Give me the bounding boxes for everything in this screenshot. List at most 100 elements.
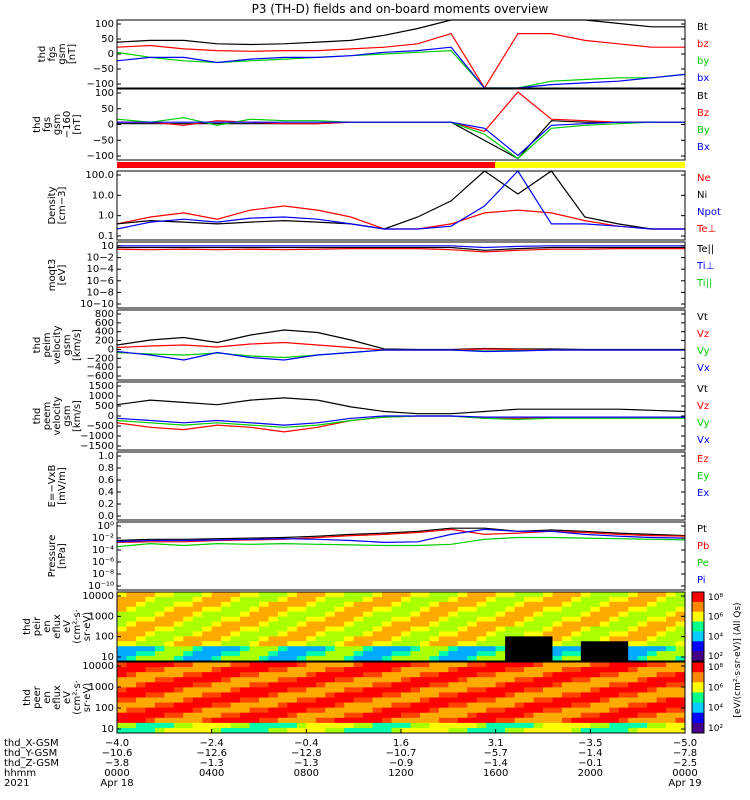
heatmap-cell [230,626,241,632]
heatmap-cell [382,727,393,734]
y-tick-label: −400 [87,362,114,373]
heatmap-cell [438,727,449,734]
heatmap-cell [419,722,430,729]
heatmap-cell [533,692,544,698]
heatmap-cell [391,667,402,673]
heatmap-cell [306,662,317,668]
heatmap-cell [391,656,402,662]
y-tick-label: 10−8 [87,287,114,298]
heatmap-cell [287,687,298,693]
heatmap-cell [533,596,544,603]
heatmap-cell [315,636,326,642]
heatmap-cell [410,641,421,647]
heatmap-cell [353,662,364,668]
heatmap-cell [438,651,449,657]
heatmap-cell [486,687,497,693]
heatmap-cell [391,606,402,613]
heatmap-cell [457,651,468,657]
heatmap-cell [192,636,203,642]
heatmap-cell [183,712,194,719]
heatmap-cell [429,616,440,623]
heatmap-cell [117,662,127,668]
heatmap-cell [117,616,127,623]
heatmap-cell [249,651,260,657]
colorbar-segment [692,722,704,734]
heatmap-cell [192,592,203,598]
heatmap-cell [618,687,629,693]
heatmap-cell [561,641,572,647]
heatmap-cell [296,646,307,652]
legend-Bt: Bt [697,22,708,33]
heatmap-cell [353,692,364,698]
heatmap-cell [401,611,411,618]
heatmap-cell [230,667,241,673]
heatmap-cell [675,641,686,647]
heatmap-cell [580,611,591,618]
heatmap-cell [164,697,175,704]
heatmap-cell [221,682,232,688]
heatmap-cell [666,651,677,657]
heatmap-cell [599,651,610,657]
heatmap-cell [666,682,677,688]
heatmap-cell [249,667,260,673]
heatmap-cell [372,621,383,627]
heatmap-cell [287,712,298,719]
heatmap-cell [173,626,184,632]
heatmap-cell [173,667,184,673]
heatmap-cell [429,697,440,704]
y-tick-label: 100 [95,88,114,99]
heatmap-cell [524,677,535,683]
heatmap-cell [533,712,544,719]
heatmap-cell [145,667,156,673]
heatmap-cell [126,636,137,642]
heatmap-cell [401,656,411,662]
heatmap-cell [476,702,487,709]
heatmap-cell [505,722,516,729]
heatmap-cell [192,707,203,714]
heatmap-cell [240,682,251,688]
heatmap-cell [202,596,213,603]
heatmap-cell [325,626,336,632]
heatmap-cell [609,606,620,613]
heatmap-cell [344,636,355,642]
heatmap-cell [448,606,459,613]
heatmap-cell [315,682,326,688]
y-axis-label: peim [42,332,53,357]
heatmap-cell [126,651,137,657]
heatmap-cell [647,672,658,678]
heatmap-cell [438,641,449,647]
heatmap-cell [533,697,544,704]
heatmap-cell [637,692,648,698]
heatmap-cell [609,667,620,673]
heatmap-cell [552,667,563,673]
heatmap-cell [202,621,213,627]
heatmap-cell [325,667,336,673]
heatmap-cell [675,606,686,613]
heatmap-cell [230,621,241,627]
heatmap-cell [344,687,355,693]
heatmap-cell [666,611,677,618]
heatmap-cell [268,626,279,632]
series-Pt [116,527,686,542]
heatmap-cell [675,707,686,714]
heatmap-cell [353,631,364,637]
heatmap-cell [154,687,165,693]
heatmap-cell [618,606,629,613]
heatmap-cell [315,646,326,652]
heatmap-cell [675,722,686,729]
legend-Ey: Ey [697,471,709,482]
heatmap-cell [590,626,601,632]
heatmap-cell [249,596,260,603]
heatmap-cell [135,707,146,714]
heatmap-cell [486,596,497,603]
heatmap-cell [183,656,194,662]
heatmap-cell [221,606,232,613]
heatmap-cell [202,707,213,714]
heatmap-cell [145,677,156,683]
heatmap-cell [391,707,402,714]
heatmap-cell [448,717,459,724]
x-tick-label: 0400 [199,768,224,779]
series-Bt [117,120,685,160]
heatmap-cell [240,677,251,683]
